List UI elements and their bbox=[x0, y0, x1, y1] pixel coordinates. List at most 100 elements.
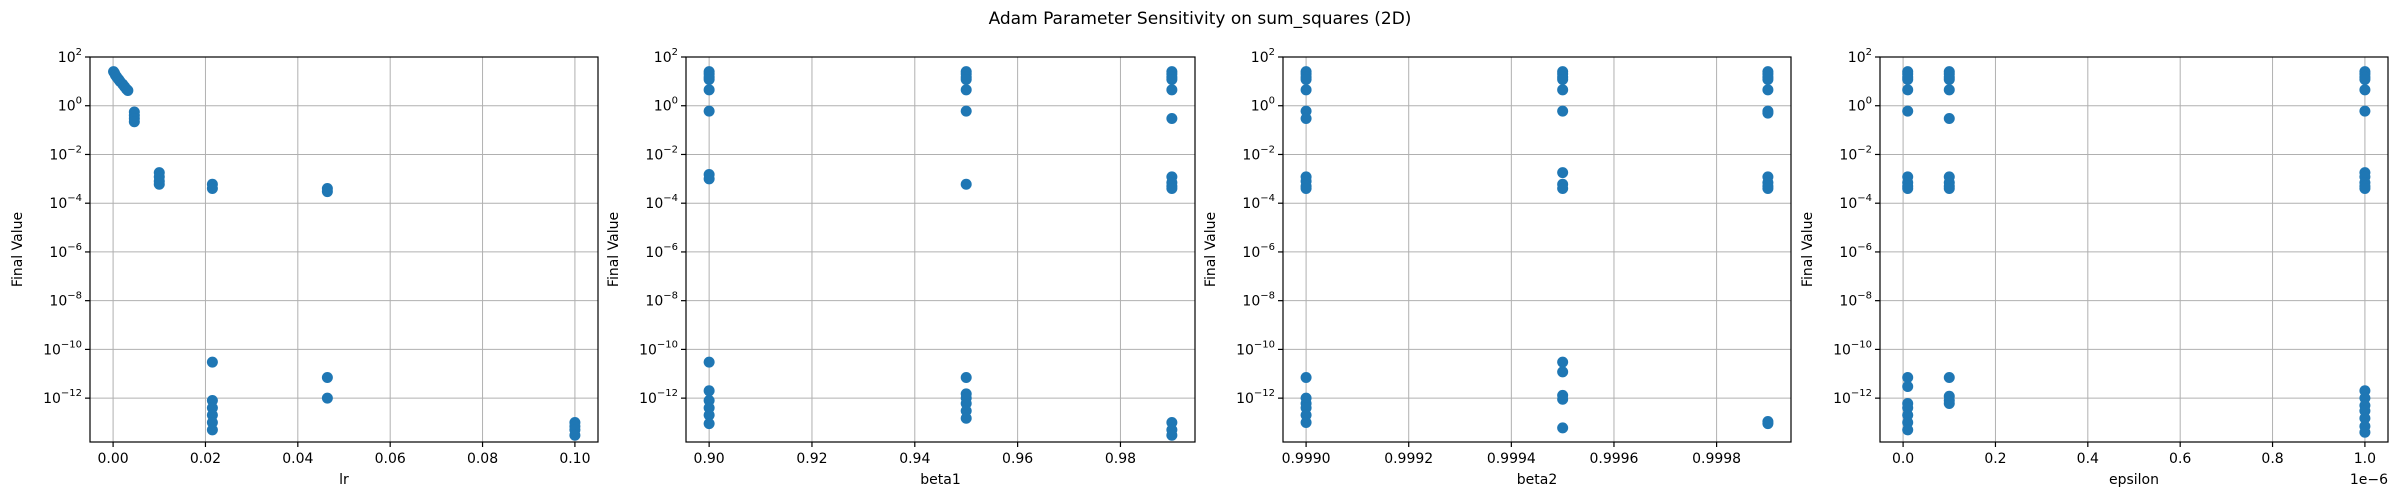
data-point bbox=[1557, 356, 1569, 368]
data-point bbox=[1557, 167, 1569, 179]
y-tick-label: 10−10 bbox=[43, 339, 82, 358]
y-tick-label: 10−2 bbox=[1242, 144, 1275, 163]
x-tick-label: 0.04 bbox=[282, 451, 313, 467]
subplot-epsilon: 0.0 0.2 0.4 0.6 0.8 1.0 102 100 10−2 10−4 10−6 10−8… bbox=[1800, 47, 2389, 488]
data-point bbox=[206, 183, 218, 195]
data-point bbox=[1762, 73, 1774, 85]
y-tick-label: 102 bbox=[654, 47, 678, 66]
y-tick-label: 102 bbox=[58, 47, 82, 66]
x-tick-label: 0.4 bbox=[2077, 451, 2099, 467]
data-point bbox=[1300, 84, 1312, 96]
x-tick-label: 0.02 bbox=[190, 451, 221, 467]
data-point bbox=[703, 105, 715, 117]
y-axis-label: Final Value bbox=[1203, 212, 1219, 287]
data-point bbox=[703, 173, 715, 185]
data-point bbox=[703, 73, 715, 85]
data-point bbox=[1902, 424, 1914, 436]
x-tick-label: 0.9990 bbox=[1282, 451, 1331, 467]
data-point bbox=[1943, 112, 1955, 124]
data-point bbox=[1762, 107, 1774, 119]
y-tick-label: 10−6 bbox=[1839, 242, 1872, 261]
data-point bbox=[321, 372, 333, 384]
y-tick-label: 10−2 bbox=[1839, 144, 1872, 163]
y-tick-label: 10−10 bbox=[1833, 339, 1872, 358]
x-tick-label: 0.9996 bbox=[1589, 451, 1638, 467]
x-tick-label: 0.9994 bbox=[1487, 451, 1536, 467]
data-point bbox=[1943, 73, 1955, 85]
data-point bbox=[703, 84, 715, 96]
figure-title: Adam Parameter Sensitivity on sum_square… bbox=[989, 9, 1412, 29]
y-tick-label: 10−8 bbox=[1839, 291, 1872, 310]
x-offset-label: 1e−6 bbox=[2350, 472, 2388, 488]
subplot-beta2: 0.9990 0.9992 0.9994 0.9996 0.9998 102 100 10−2… bbox=[1203, 47, 1792, 488]
y-tick-label: 10−12 bbox=[1236, 388, 1275, 407]
data-point bbox=[1762, 183, 1774, 195]
x-tick-label: 1.0 bbox=[2354, 451, 2376, 467]
axes-frame bbox=[89, 56, 599, 443]
x-tick-label: 0.8 bbox=[2261, 451, 2283, 467]
y-tick-label: 10−2 bbox=[645, 144, 678, 163]
x-tick-label: 0.08 bbox=[467, 451, 498, 467]
data-point bbox=[1166, 429, 1178, 441]
x-tick-label: 0.06 bbox=[375, 451, 406, 467]
data-point bbox=[2359, 183, 2371, 195]
data-point bbox=[1762, 84, 1774, 96]
x-tick-label: 0.10 bbox=[559, 451, 590, 467]
y-tick-label: 10−10 bbox=[639, 339, 678, 358]
x-tick-label: 0.98 bbox=[1105, 451, 1136, 467]
x-tick-label: 0.6 bbox=[2169, 451, 2191, 467]
axes-frame bbox=[1879, 56, 2389, 443]
data-point bbox=[2359, 426, 2371, 438]
y-tick-label: 102 bbox=[1251, 47, 1275, 66]
data-point bbox=[153, 178, 165, 190]
subplot-lr: 0.00 0.02 0.04 0.06 0.08 0.10 102 100 10−2 10−4 10… bbox=[10, 47, 599, 488]
data-point bbox=[1300, 112, 1312, 124]
data-point bbox=[1902, 73, 1914, 85]
subplot-beta1: 0.90 0.92 0.94 0.96 0.98 102 100 10−2 10−4 10−6 10… bbox=[606, 47, 1196, 488]
data-point bbox=[960, 105, 972, 117]
y-tick-label: 10−4 bbox=[645, 193, 678, 212]
data-point bbox=[206, 424, 218, 436]
x-tick-label: 0.94 bbox=[899, 451, 930, 467]
data-point bbox=[1902, 105, 1914, 117]
y-axis-label: Final Value bbox=[1800, 212, 1816, 287]
data-point bbox=[1166, 183, 1178, 195]
data-point bbox=[960, 84, 972, 96]
data-point bbox=[1557, 393, 1569, 405]
data-point bbox=[1557, 422, 1569, 434]
x-tick-label: 0.0 bbox=[1892, 451, 1914, 467]
y-tick-label: 10−12 bbox=[43, 388, 82, 407]
data-point bbox=[703, 356, 715, 368]
x-axis-label: lr bbox=[339, 472, 349, 488]
y-tick-label: 10−6 bbox=[645, 242, 678, 261]
data-point bbox=[1300, 417, 1312, 429]
x-axis-label: beta1 bbox=[920, 472, 960, 488]
y-tick-label: 100 bbox=[58, 96, 82, 115]
y-tick-label: 10−12 bbox=[1833, 388, 1872, 407]
x-axis-label: epsilon bbox=[2109, 472, 2159, 488]
data-point bbox=[1943, 84, 1955, 96]
y-axis-label: Final Value bbox=[606, 212, 622, 287]
y-tick-label: 10−4 bbox=[1242, 193, 1275, 212]
data-point bbox=[1943, 372, 1955, 384]
data-point bbox=[1902, 381, 1914, 393]
y-axis-label: Final Value bbox=[10, 212, 26, 287]
y-tick-label: 10−12 bbox=[639, 388, 678, 407]
x-tick-label: 0.96 bbox=[1002, 451, 1033, 467]
x-tick-label: 0.92 bbox=[796, 451, 827, 467]
y-tick-label: 10−4 bbox=[1839, 193, 1872, 212]
data-point bbox=[2359, 412, 2371, 424]
x-axis-label: beta2 bbox=[1517, 472, 1557, 488]
y-tick-label: 10−6 bbox=[1242, 242, 1275, 261]
data-point bbox=[1943, 183, 1955, 195]
y-tick-label: 10−6 bbox=[49, 242, 82, 261]
y-tick-label: 10−8 bbox=[1242, 291, 1275, 310]
data-point bbox=[1166, 84, 1178, 96]
data-point bbox=[960, 412, 972, 424]
x-tick-label: 0.9992 bbox=[1384, 451, 1433, 467]
y-tick-label: 10−10 bbox=[1236, 339, 1275, 358]
y-tick-label: 100 bbox=[1251, 96, 1275, 115]
data-point bbox=[1166, 73, 1178, 85]
data-point bbox=[1557, 73, 1569, 85]
data-point bbox=[1902, 183, 1914, 195]
